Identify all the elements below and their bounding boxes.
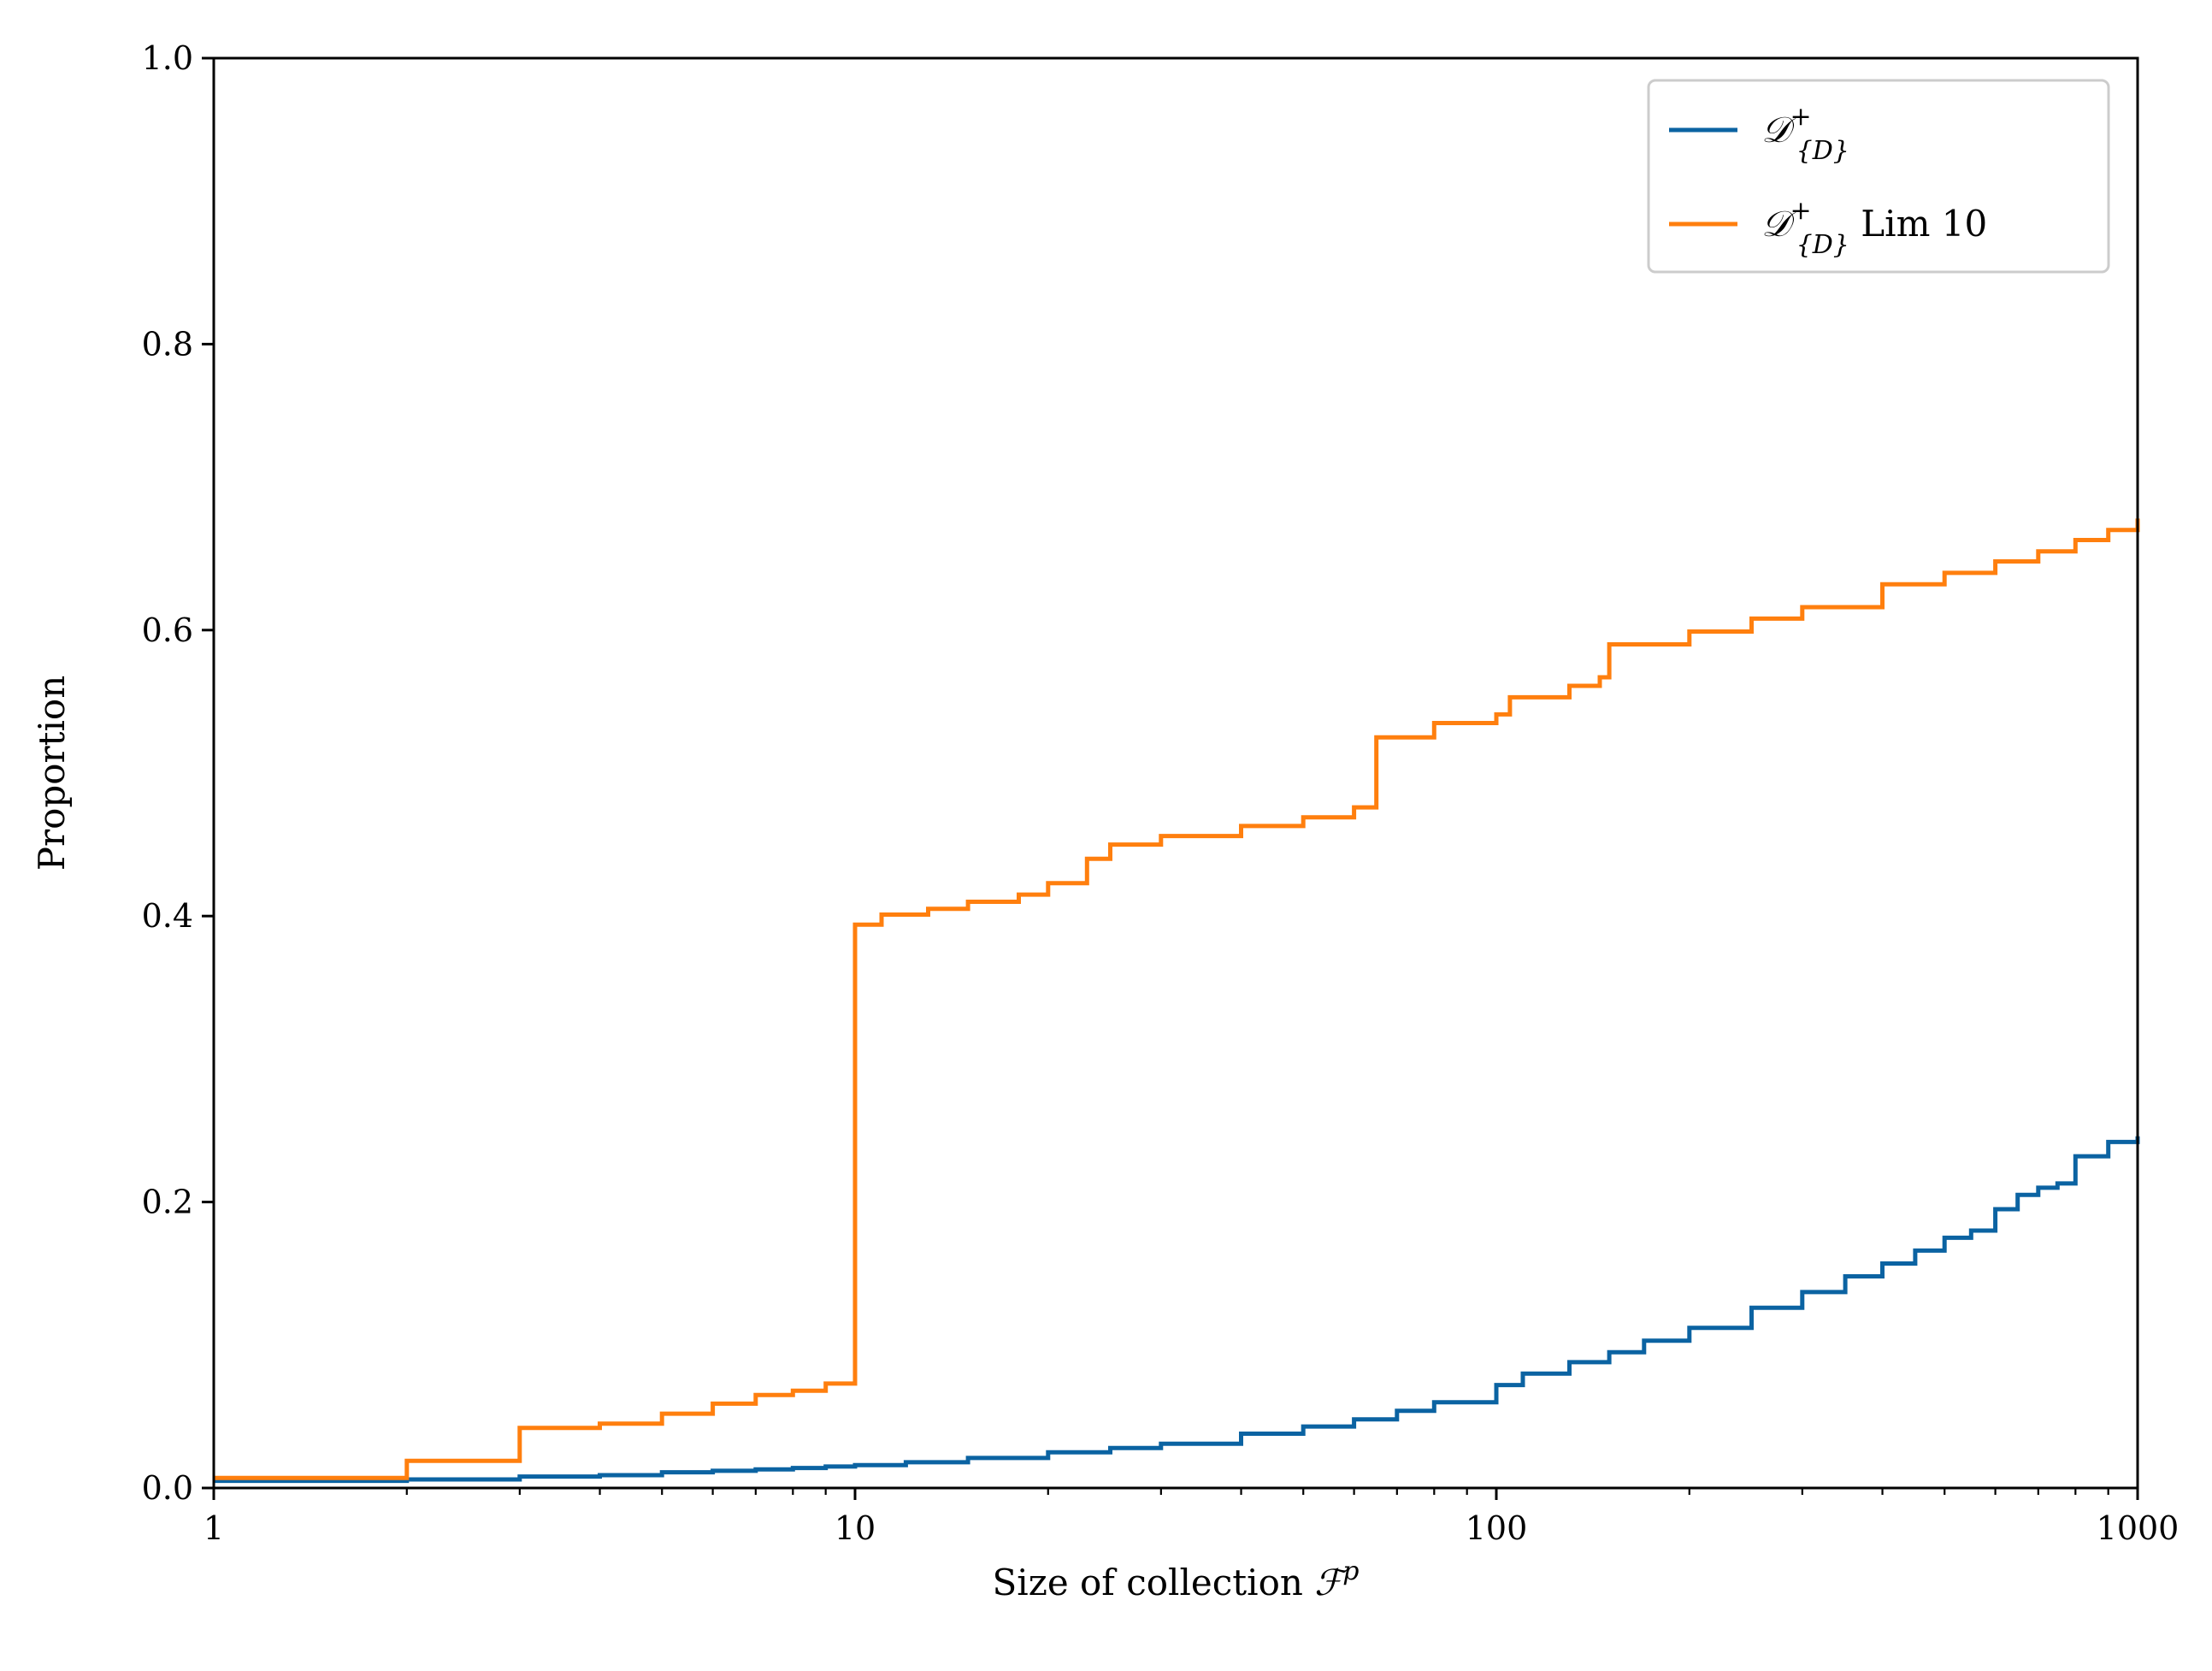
plot-area: 1 10 100 1000 0.0 0.2 0.4 0.6 0.8 1.0 [142,39,2180,1547]
y-tick-label: 1.0 [142,39,193,77]
series-line-d-plus [214,1136,2140,1484]
x-tick-label: 1 [204,1509,224,1547]
legend-superscript: + [1790,196,1812,226]
y-tick-label: 0.4 [142,897,193,935]
legend-suffix: Lim 10 [1849,203,1987,245]
x-axis-label: Size of collection ℱp [992,1556,1359,1603]
legend: 𝒟+ {D}𝒟+ {D} Lim 10 [1647,79,2110,274]
x-axis-label-superscript: p [1342,1556,1359,1586]
y-axis: 0.0 0.2 0.4 0.6 0.8 1.0 [142,39,214,1507]
x-axis-label-text: Size of collection [992,1562,1314,1603]
plot-frame [212,56,2139,1490]
y-tick-label: 0.0 [142,1469,193,1507]
legend-superscript: + [1790,102,1812,132]
x-tick-label: 1000 [2097,1509,2180,1547]
x-tick-label: 10 [835,1509,876,1547]
legend-subscript: {D} [1796,230,1849,260]
x-tick-label: 100 [1466,1509,1528,1547]
y-tick-label: 0.2 [142,1184,193,1221]
legend-subscript: {D} [1796,136,1849,166]
y-tick-label: 0.6 [142,611,193,649]
y-tick-label: 0.8 [142,325,193,363]
series-line-d-plus-lim-10 [214,518,2140,1480]
legend-label: 𝒟+ {D} Lim 10 [1761,196,1987,260]
x-axis: 1 10 100 1000 [204,1488,2179,1547]
series-layer [214,518,2140,1484]
legend-box [1647,79,2110,274]
y-axis-label: Proportion [31,676,73,871]
